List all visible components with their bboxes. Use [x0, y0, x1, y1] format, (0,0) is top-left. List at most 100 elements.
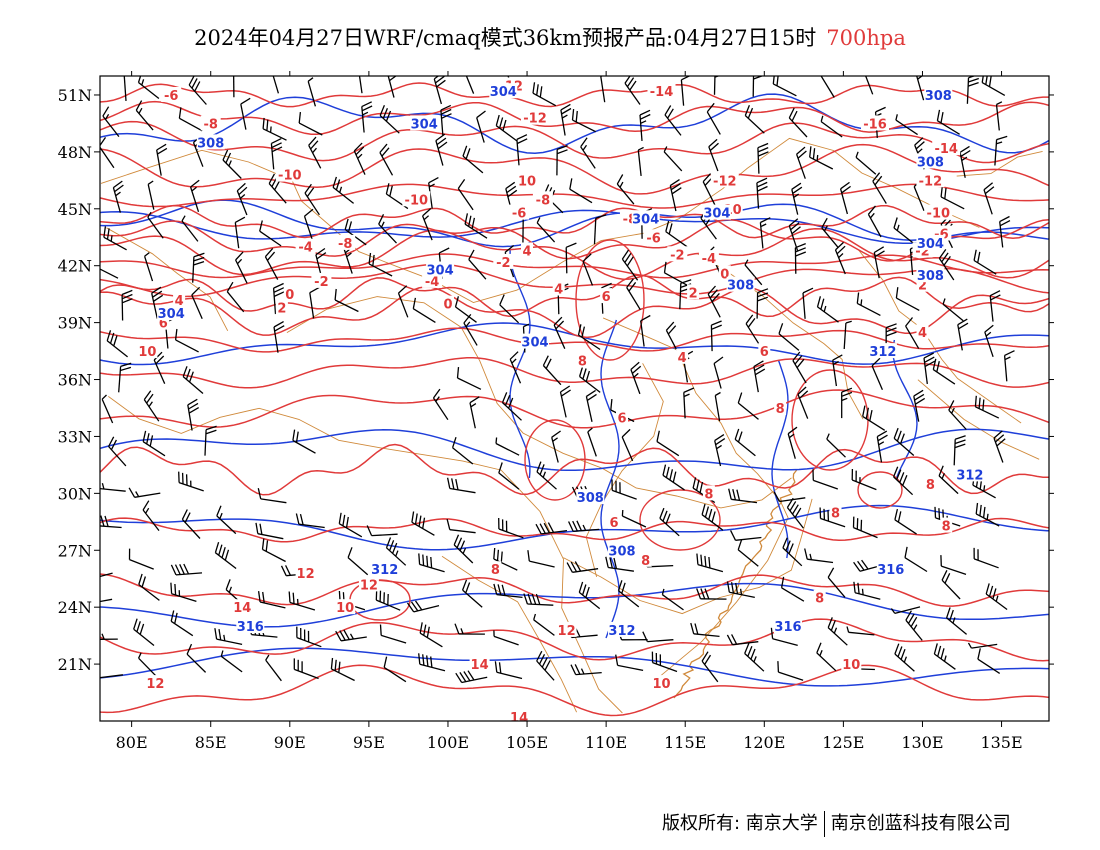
geopotential-label: 308: [197, 136, 224, 151]
wind-barb: [378, 214, 397, 244]
wind-barb: [904, 546, 928, 573]
geopotential-label: 304: [411, 117, 438, 132]
wind-barb: [465, 76, 475, 94]
wind-barb: [498, 462, 520, 490]
wind-barb: [985, 583, 1008, 611]
wind-barb: [615, 654, 644, 672]
wind-barb: [565, 242, 577, 274]
geopotential-label: 304: [427, 264, 454, 279]
geopotential-label: 308: [917, 155, 944, 170]
wind-barb: [913, 389, 926, 422]
wind-barb: [617, 580, 640, 608]
wind-barb: [495, 437, 520, 456]
copyright-text: 版权所有: 南京大学: [662, 813, 818, 834]
wind-barb: [501, 392, 522, 421]
wind-barb: [826, 433, 846, 458]
wind-barb: [451, 436, 474, 465]
wind-barb: [984, 324, 994, 358]
isotherm: [100, 120, 1049, 164]
wind-barb: [272, 282, 285, 315]
lon-tick-label: 125E: [822, 733, 864, 752]
wind-barb: [332, 176, 354, 204]
wind-barb: [905, 610, 923, 641]
wind-barb: [298, 112, 323, 136]
isotherm: [100, 183, 1049, 209]
wind-barb: [462, 145, 484, 174]
geopotential-label: 308: [577, 491, 604, 506]
geopotential-line: [100, 504, 1049, 551]
wind-barb: [752, 76, 764, 97]
wind-barb: [756, 288, 769, 319]
wind-barb: [669, 179, 682, 212]
temperature-label-bg: [200, 115, 221, 131]
geopotential-label-bg: [868, 343, 897, 359]
wind-barb: [714, 391, 721, 422]
wind-barb: [626, 278, 641, 311]
temperature-label: 0: [285, 288, 294, 303]
temperature-label: -12: [523, 112, 547, 127]
wind-barb: [101, 394, 114, 424]
wind-barb: [216, 505, 237, 535]
wind-barb: [100, 483, 126, 492]
wind-barb: [696, 588, 727, 600]
wind-barb: [435, 133, 448, 166]
temperature-label-bg: [295, 565, 316, 580]
temperature-label-bg: [173, 291, 186, 307]
geopotential-contours: [100, 93, 1049, 687]
geopotential-label-bg: [916, 267, 945, 283]
company-text: 南京创蓝科技有限公司: [830, 813, 1011, 834]
wind-barb: [493, 547, 518, 571]
temperature-label: -16: [863, 117, 887, 132]
wind-barb: [792, 351, 807, 384]
wind-barb: [865, 76, 874, 95]
geopotential-label: 312: [371, 563, 398, 578]
wind-barb: [433, 76, 446, 105]
wind-barb: [871, 357, 883, 390]
wind-barb: [191, 286, 203, 320]
wind-barb: [220, 650, 243, 673]
temperature-label: 12: [558, 624, 576, 639]
wind-barb: [257, 488, 287, 504]
wind-barb: [938, 465, 959, 495]
lat-tick-label: 48N: [58, 143, 92, 162]
wind-barb: [664, 105, 682, 136]
temperature-label-bg: [813, 589, 826, 605]
wind-barb: [112, 180, 124, 213]
wind-barb: [108, 436, 127, 467]
wind-barb: [744, 105, 765, 134]
temperature-label-bg: [556, 621, 577, 637]
wind-barb: [560, 103, 572, 136]
wind-barb: [571, 109, 596, 133]
geopotential-trough: [509, 250, 531, 479]
wind-barb: [580, 137, 596, 169]
wind-barb: [100, 137, 115, 169]
temperature-label-bg: [283, 286, 296, 302]
wind-barb: [100, 633, 118, 640]
wind-barb: [663, 261, 688, 286]
wind-barb: [977, 648, 1001, 674]
wind-barb: [493, 583, 523, 599]
temperature-label: 8: [641, 554, 650, 569]
isotherm: [100, 664, 1049, 717]
temperature-label: -12: [713, 174, 737, 189]
wind-barb: [307, 77, 317, 107]
wind-barb: [973, 547, 999, 569]
wind-barb: [816, 642, 837, 672]
wind-barb: [809, 146, 834, 170]
isotherm: [100, 274, 1049, 318]
temperature-label: 4: [678, 351, 687, 366]
geopotential-trough: [892, 339, 918, 479]
wind-barb: [293, 658, 319, 680]
temperature-label-bg: [295, 238, 316, 254]
temperature-label: -2: [670, 248, 684, 263]
temperature-label: -4: [298, 241, 312, 256]
temperature-label-bg: [521, 242, 533, 258]
temperature-label: -2: [496, 256, 510, 271]
wind-barb: [308, 136, 322, 169]
wind-barb: [257, 591, 286, 609]
temperature-label-bg: [698, 250, 719, 266]
wind-barb: [967, 642, 998, 649]
temperature-contours: [100, 82, 1049, 717]
wind-barb: [100, 572, 113, 578]
wind-barb: [535, 522, 568, 535]
